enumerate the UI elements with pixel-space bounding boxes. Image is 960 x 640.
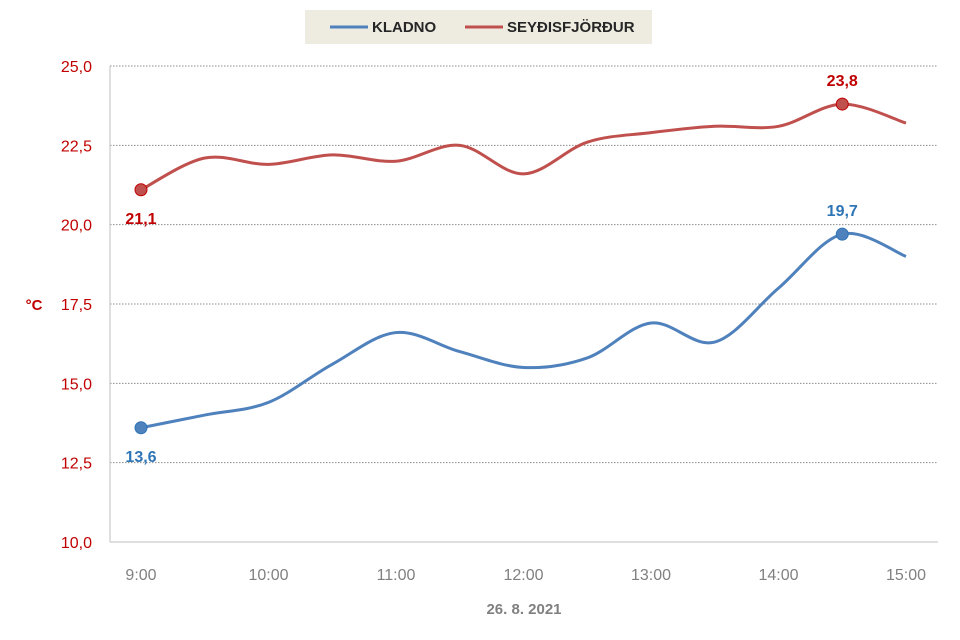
y-tick-label: 12,5 — [61, 456, 92, 473]
y-tick-label: 10,0 — [61, 535, 92, 552]
data-point-seydisfjordur — [134, 183, 148, 197]
axes — [109, 66, 938, 543]
data-point-seydisfjordur — [835, 97, 849, 111]
data-point-kladno — [134, 421, 148, 435]
data-label-seydisfjordur: 21,1 — [125, 211, 156, 228]
x-tick-label: 9:00 — [125, 567, 156, 584]
data-label-seydisfjordur: 23,8 — [827, 73, 858, 90]
y-axis-title: °C — [26, 297, 43, 314]
data-label-kladno: 13,6 — [125, 449, 156, 466]
data-point-kladno — [835, 227, 849, 241]
y-tick-label: 22,5 — [61, 138, 92, 155]
data-label-kladno: 19,7 — [827, 203, 858, 220]
legend: KLADNO SEYÐISFJÖRÐUR — [305, 10, 652, 44]
x-axis-ticks: 9:00 10:00 11:00 12:00 13:00 14:00 15:00 — [125, 567, 926, 584]
legend-label-kladno: KLADNO — [372, 19, 436, 36]
legend-label-seydisfjordur: SEYÐISFJÖRÐUR — [507, 19, 635, 36]
x-tick-label: 13:00 — [631, 567, 671, 584]
series-lines — [140, 102, 907, 430]
x-tick-label: 11:00 — [377, 567, 416, 584]
y-tick-label: 17,5 — [61, 297, 92, 314]
y-tick-label: 20,0 — [61, 218, 92, 235]
gridlines — [110, 65, 938, 464]
data-markers — [134, 97, 849, 435]
x-tick-label: 14:00 — [758, 567, 798, 584]
x-tick-label: 15:00 — [886, 567, 926, 584]
y-tick-label: 15,0 — [61, 376, 92, 393]
y-axis-ticks: 10,0 12,5 15,0 17,5 20,0 22,5 25,0 — [61, 59, 92, 552]
x-tick-label: 12:00 — [503, 567, 543, 584]
x-tick-label: 10:00 — [248, 567, 288, 584]
series-line-kladno — [140, 231, 907, 430]
y-tick-label: 25,0 — [61, 59, 92, 76]
data-labels: 13,6 19,7 21,1 23,8 — [125, 73, 857, 466]
series-line-seydisfjordur — [140, 102, 907, 192]
x-axis-title: 26. 8. 2021 — [486, 601, 561, 618]
